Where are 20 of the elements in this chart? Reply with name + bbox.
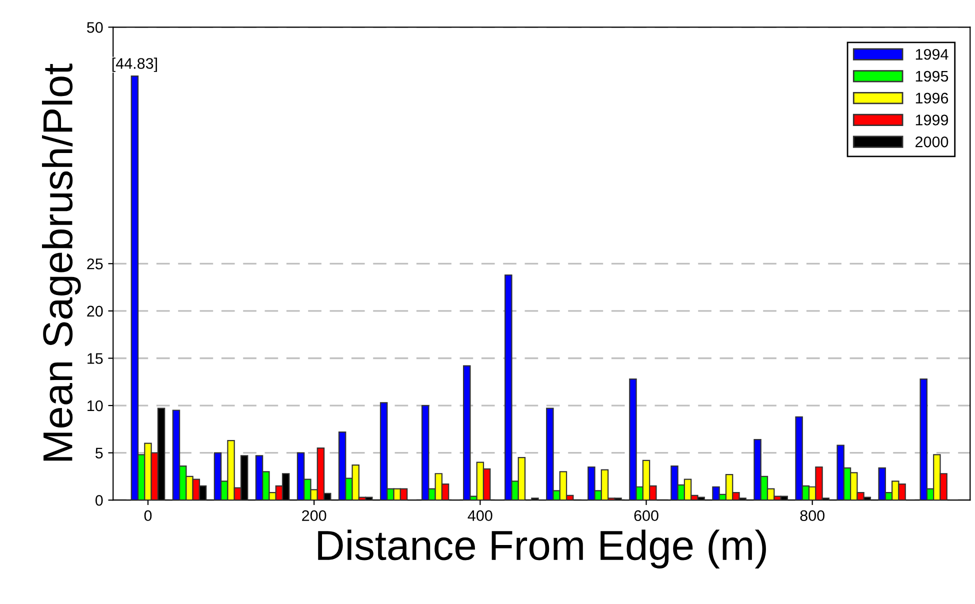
- legend-label: 2000: [916, 136, 948, 148]
- x-tick-label: 0: [144, 510, 152, 522]
- y-tick-label: 10: [88, 400, 103, 412]
- y-axis-title: Mean Sagebrush/Plot: [42, 64, 81, 461]
- y-tick-label: 50: [86, 22, 103, 33]
- y-tick-label: 5: [95, 448, 103, 459]
- y-tick-label: 0: [95, 494, 103, 506]
- legend-label: 1999: [916, 114, 948, 126]
- x-tick-label: 400: [468, 510, 492, 522]
- x-tick-label: 200: [302, 510, 326, 522]
- y-tick-label: 15: [88, 353, 103, 364]
- legend-label: 1994: [916, 48, 948, 60]
- legend-label: 1995: [916, 70, 948, 82]
- y-tick-label: 20: [87, 306, 103, 317]
- x-tick-label: 800: [800, 510, 824, 522]
- x-axis-title: Distance From Edge (m): [318, 530, 766, 568]
- x-tick-label: 600: [634, 510, 658, 522]
- legend-label: 1996: [916, 92, 948, 104]
- y-tick-label: 25: [87, 258, 103, 270]
- data-label: [44.83]: [112, 58, 157, 72]
